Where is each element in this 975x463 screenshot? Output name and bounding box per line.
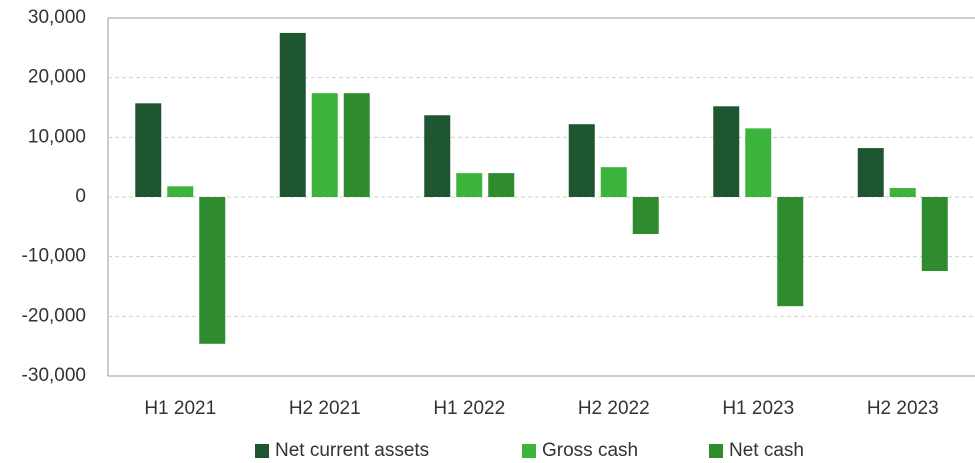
legend-label: Net cash bbox=[729, 440, 804, 461]
y-tick-label: -30,000 bbox=[22, 365, 86, 386]
y-tick-label: 0 bbox=[75, 186, 86, 207]
bar bbox=[777, 197, 804, 307]
bar bbox=[167, 186, 194, 197]
x-tick-label: H1 2022 bbox=[433, 398, 505, 419]
bar bbox=[632, 197, 659, 234]
bar bbox=[745, 128, 772, 197]
x-tick-label: H1 2023 bbox=[722, 398, 794, 419]
bar bbox=[279, 32, 306, 197]
bar bbox=[199, 197, 226, 344]
legend-label: Gross cash bbox=[542, 440, 638, 461]
x-tick-label: H1 2021 bbox=[144, 398, 216, 419]
bar bbox=[713, 106, 740, 197]
bar bbox=[424, 115, 451, 197]
bar bbox=[135, 103, 162, 197]
bar bbox=[857, 148, 884, 197]
legend-swatch bbox=[255, 444, 269, 458]
x-tick-label: H2 2022 bbox=[578, 398, 650, 419]
y-tick-label: 10,000 bbox=[28, 126, 86, 147]
x-tick-label: H2 2021 bbox=[289, 398, 361, 419]
bar bbox=[343, 93, 370, 197]
bar bbox=[488, 173, 515, 197]
x-tick-label: H2 2023 bbox=[867, 398, 939, 419]
y-tick-label: -20,000 bbox=[22, 305, 86, 326]
bar bbox=[456, 173, 483, 197]
y-tick-label: 20,000 bbox=[28, 67, 86, 88]
bar bbox=[311, 93, 338, 197]
y-tick-label: 30,000 bbox=[28, 7, 86, 28]
legend-label: Net current assets bbox=[275, 440, 429, 461]
bar bbox=[600, 167, 627, 197]
bar bbox=[921, 197, 948, 271]
y-tick-label: -10,000 bbox=[22, 246, 86, 267]
bar bbox=[568, 124, 595, 197]
bar bbox=[889, 188, 916, 197]
legend-swatch bbox=[709, 444, 723, 458]
legend-swatch bbox=[522, 444, 536, 458]
